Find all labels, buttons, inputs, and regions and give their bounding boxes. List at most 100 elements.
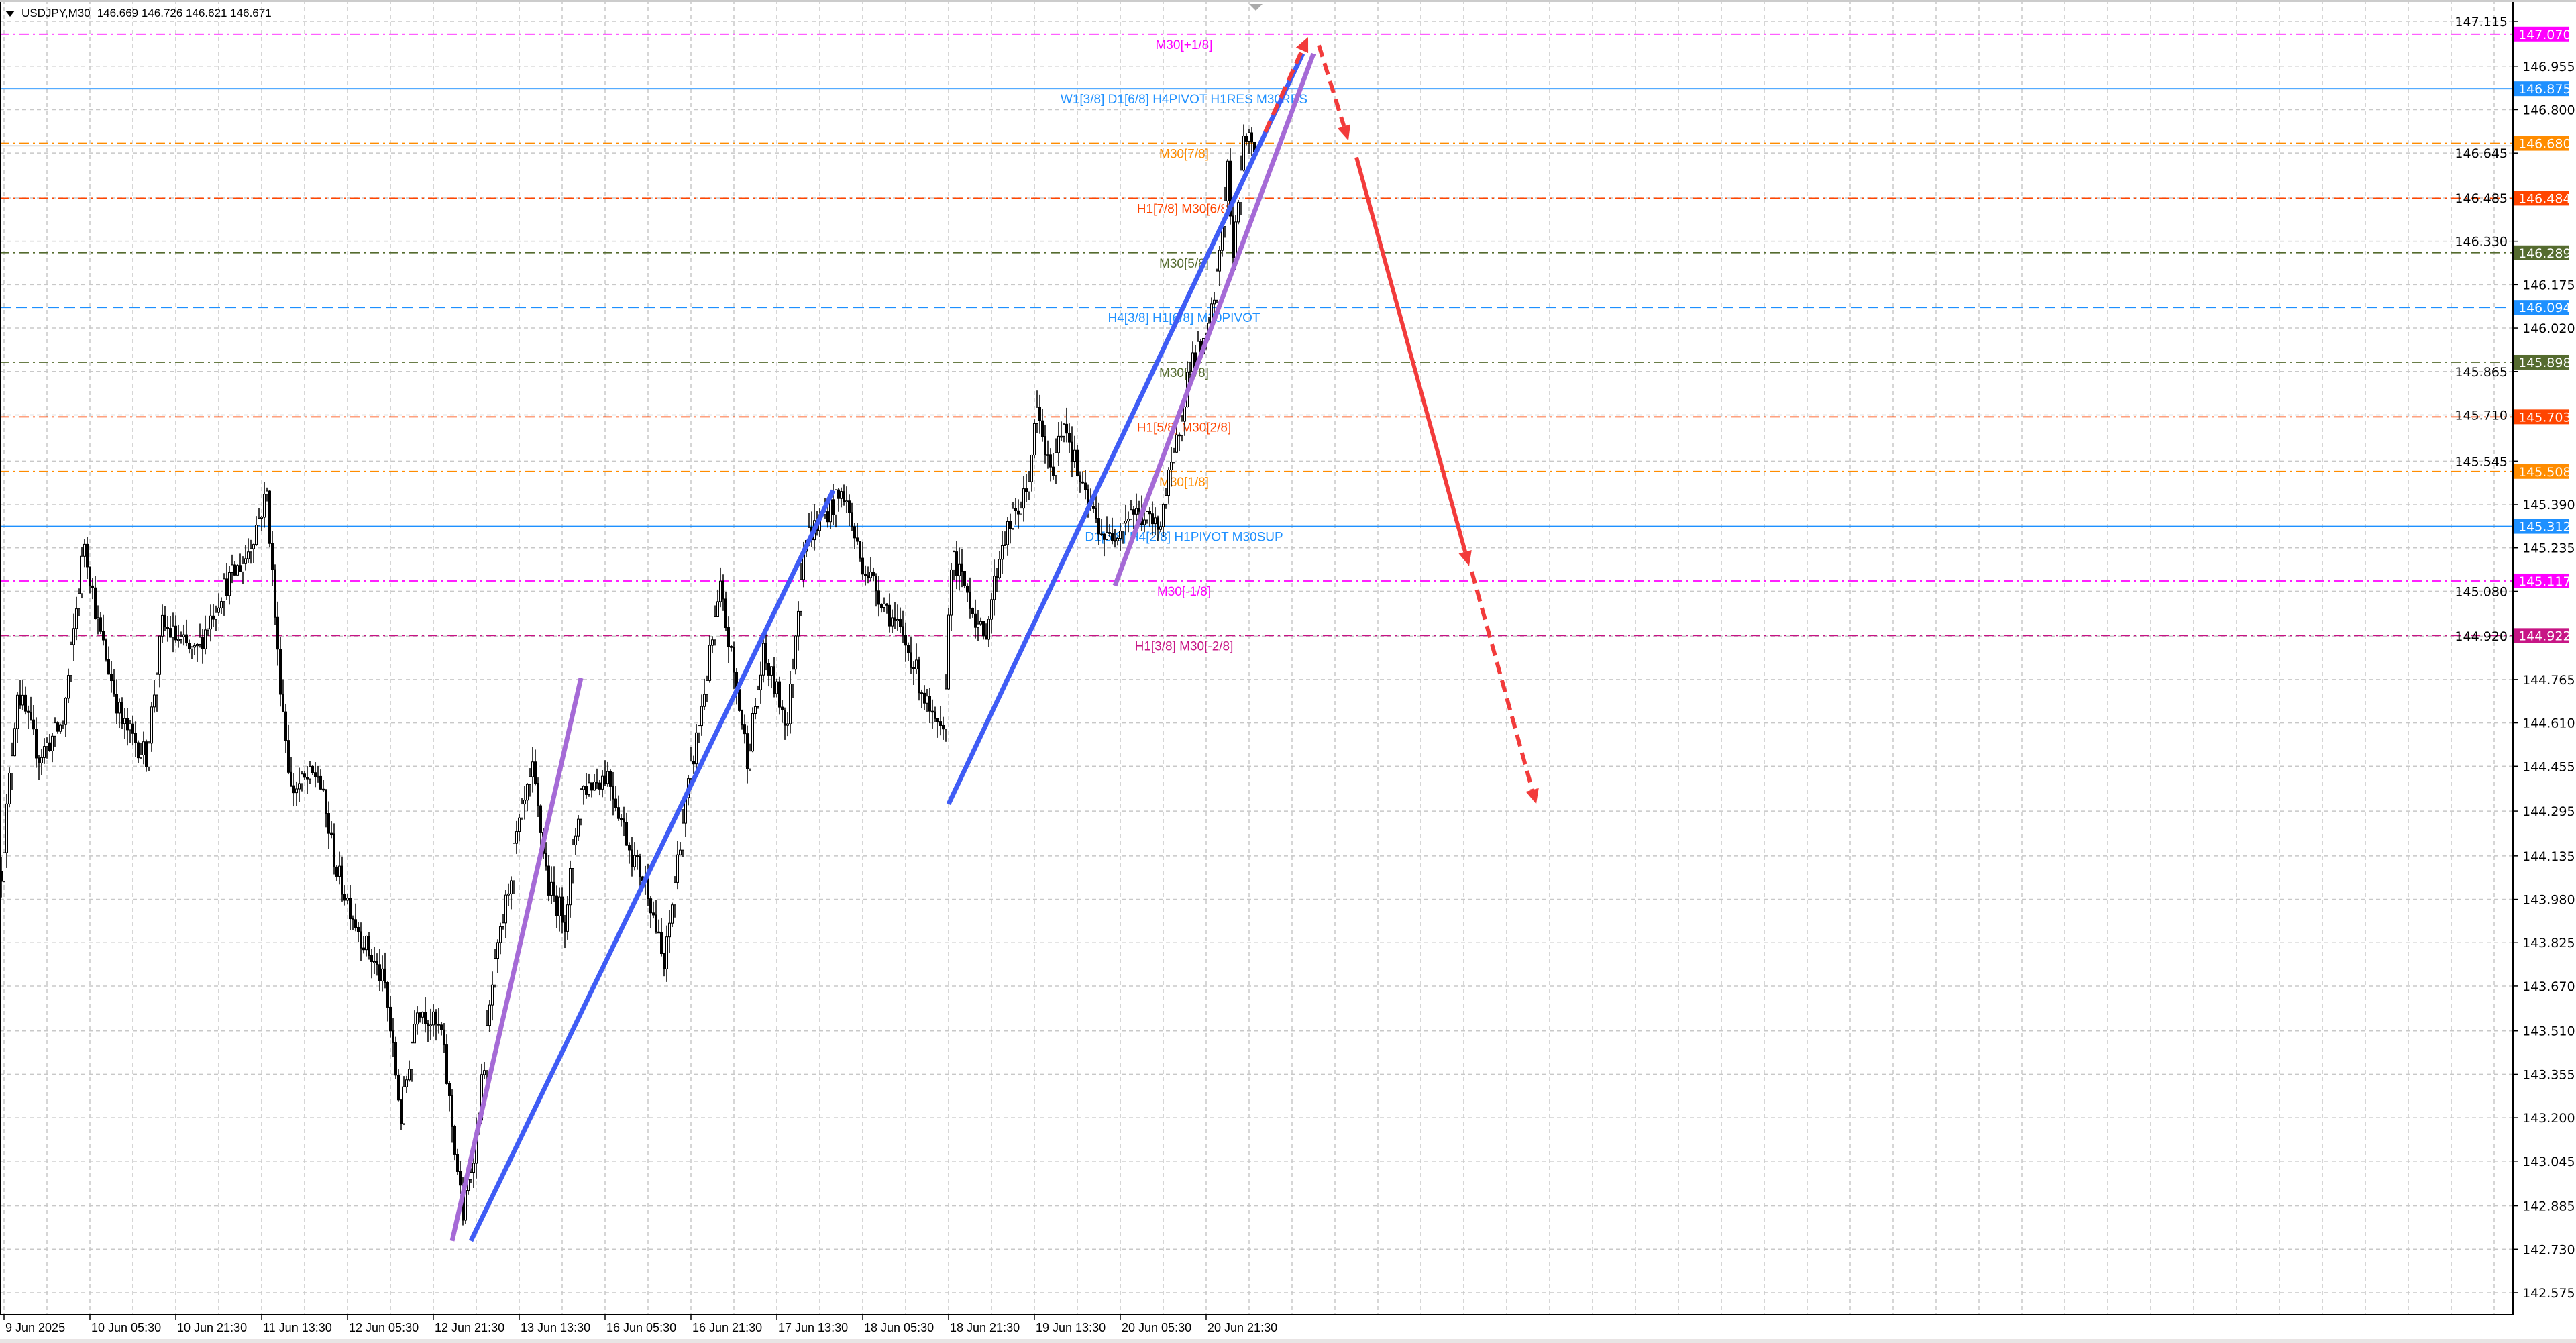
candle [569,860,572,918]
x-tick-label: 18 Jun 05:30 [864,1321,934,1334]
candle [1226,159,1229,211]
candle [298,767,301,802]
candle-body [381,968,384,981]
candle-body [574,835,577,846]
candle-body [1001,545,1004,560]
candle-body [714,616,716,641]
price-badge-bg [2514,245,2569,260]
candle-body [236,565,239,576]
candle-body [330,832,333,835]
price-badge-bg [2514,26,2569,42]
candle [872,567,875,582]
candle [182,624,185,646]
candle-body [1162,504,1165,527]
candle [1138,500,1140,517]
candle-body [558,896,561,916]
candle [848,494,851,527]
y-tick-label: 145.865 [2455,365,2508,380]
y-tick-label: 145.080 [2455,584,2508,599]
candle [335,865,338,881]
candle-body [843,491,845,502]
collapse-triangle-icon[interactable] [5,10,15,17]
chart-shift-marker-icon[interactable] [1249,4,1263,11]
level-label: M30[4/8] [1159,366,1209,380]
candle-body [83,543,86,557]
candle-body [585,786,588,795]
price-badge-bg [2514,300,2569,315]
projection-down-2[interactable] [1354,156,1472,566]
candle-body [1111,533,1114,541]
y-tick-label: 144.135 [2522,849,2575,864]
candle [1183,406,1186,436]
candle-body [794,635,797,670]
candle-body [628,845,631,851]
candle-body [582,786,585,790]
candle-body [1245,136,1248,142]
candle-body [598,782,601,790]
blue-trend-2[interactable] [946,52,1305,806]
candle-body [837,489,840,499]
candle [13,722,16,757]
candle-body [1071,441,1073,462]
candle-body [612,786,614,800]
candle [1103,533,1106,557]
purple-trend-2[interactable] [1112,52,1316,587]
candle [30,696,32,721]
blue-trend-1[interactable] [468,489,836,1242]
candle-body [86,543,89,568]
candle-body [757,689,759,707]
candle-body [62,724,64,727]
candle-body [515,831,518,844]
candle [271,531,274,586]
candle [376,953,378,976]
candle [8,767,11,808]
candle-body [1138,508,1140,512]
candle-body [1248,132,1250,142]
projection-up[interactable] [1263,36,1309,133]
candle [400,1099,402,1130]
projection-down-3[interactable] [1470,571,1539,804]
candle-body [491,984,494,1006]
candle [129,720,131,743]
candle-body [274,569,276,618]
x-tick-label: 20 Jun 05:30 [1122,1321,1191,1334]
candle-body [453,1126,456,1155]
candle [368,932,370,960]
candle [322,780,325,792]
candle [504,890,507,938]
candle [513,843,515,894]
scrollbar-strip[interactable] [0,1339,2576,1343]
x-tick-label: 11 Jun 13:30 [263,1321,332,1334]
candle-body [915,659,918,669]
candle [657,919,660,934]
candle-body [875,576,877,592]
candle [212,604,215,627]
candle-body [43,746,46,758]
candle [724,592,727,631]
candle [861,541,864,580]
candle [789,670,792,734]
candle-body [851,512,853,527]
candle-body [936,718,939,722]
candle [926,688,928,713]
candle [835,489,837,528]
candle-body [671,904,674,924]
candle-body [1165,495,1167,505]
purple-trend-1[interactable] [449,678,584,1242]
candle-body [376,961,378,965]
candle-body [424,1012,427,1024]
candle-body [869,572,872,578]
candle-body [1146,511,1148,521]
candle [201,629,204,664]
candle [845,486,848,513]
candle-body [172,625,174,638]
candle-body [456,1154,459,1172]
candle [1116,537,1119,546]
projection-down-1[interactable] [1317,44,1351,141]
trend-lines[interactable] [449,36,1539,1242]
candle [338,851,341,885]
candle-body [800,579,802,612]
candle-body [1081,481,1084,484]
candle-body [987,619,990,640]
